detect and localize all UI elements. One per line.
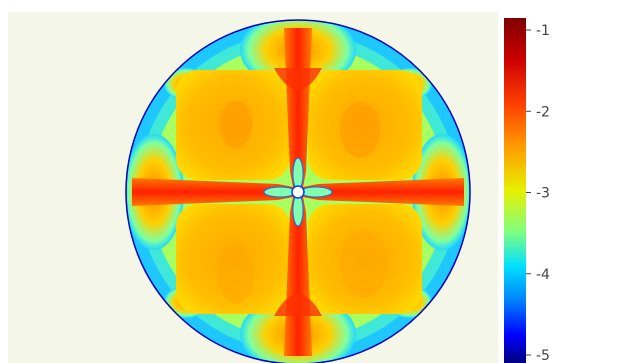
colorbar-tick-label: -2 (536, 104, 550, 120)
colorbar-tick-label: -5 (536, 348, 550, 363)
heatmap-relief-tl (220, 100, 252, 148)
heatmap-arm-flare-top (274, 68, 322, 90)
plot-area: -1 -2 -3 -4 -5 (8, 12, 642, 363)
heatmap-center-hole (291, 185, 305, 199)
heatmap-rim (125, 19, 471, 363)
heatmap-relief-bl (218, 244, 254, 304)
heatmap-arm-flare-bottom (274, 294, 322, 316)
heatmap-relief-br (340, 230, 388, 298)
colorbar-tick-label: -4 (536, 267, 550, 283)
heatmap-relief-tr (340, 102, 380, 158)
heatmap-disc (125, 19, 471, 363)
heatmap-chart: -1 -2 -3 -4 -5 (8, 12, 550, 363)
colorbar-ticks: -1 -2 -3 -4 -5 (526, 23, 550, 363)
colorbar: -1 -2 -3 -4 -5 (504, 18, 550, 363)
colorbar-tick-label: -1 (536, 23, 550, 39)
colorbar-tick-label: -3 (536, 186, 550, 202)
colorbar-gradient (504, 18, 526, 363)
